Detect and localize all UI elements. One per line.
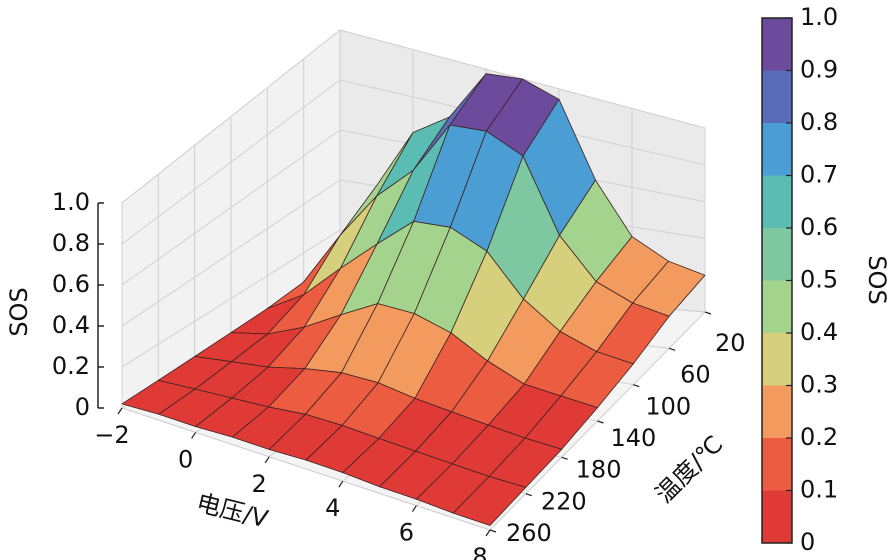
z-tick-label: 0.8 xyxy=(52,229,90,257)
y-tick-label: 140 xyxy=(611,424,657,452)
x-tick xyxy=(411,505,417,512)
x-tick-label: 6 xyxy=(399,519,414,547)
colorbar-tick-label: 0.1 xyxy=(800,476,838,504)
colorbar-band xyxy=(762,333,792,386)
x-tick xyxy=(485,529,491,537)
x-tick-label: 4 xyxy=(325,494,340,522)
y-tick-label: 180 xyxy=(576,456,622,484)
colorbar-tick-label: 0.8 xyxy=(800,108,838,136)
colorbar-band xyxy=(762,175,792,228)
x-tick xyxy=(117,407,123,415)
y-tick xyxy=(525,493,533,497)
y-tick-label: 260 xyxy=(506,519,552,547)
y-tick xyxy=(633,384,640,388)
colorbar-band xyxy=(762,70,792,123)
colorbar-band xyxy=(762,438,792,491)
colorbar-band xyxy=(762,385,792,438)
colorbar-tick-label: 0.5 xyxy=(800,266,838,294)
colorbar-tick-label: 1.0 xyxy=(800,3,838,31)
colorbar-tick-label: 0.7 xyxy=(800,161,838,189)
x-tick-label: 0 xyxy=(178,445,193,473)
axes: 00.20.40.60.81.0−20246820601001401802202… xyxy=(52,3,838,560)
z-tick-label: 1.0 xyxy=(52,188,90,216)
colorbar-band xyxy=(762,228,792,281)
surface xyxy=(121,73,706,526)
y-tick xyxy=(561,456,568,460)
surface-cell xyxy=(452,476,527,526)
colorbar-tick-label: 0.6 xyxy=(800,213,838,241)
y-tick-label: 60 xyxy=(680,361,711,389)
colorbar-tick-label: 0.3 xyxy=(800,371,838,399)
colorbar-band xyxy=(762,490,792,543)
z-tick-label: 0 xyxy=(75,393,90,421)
colorbar-tick-label: 0.4 xyxy=(800,318,838,346)
z-axis-label: SOS xyxy=(5,287,33,336)
y-tick xyxy=(489,529,497,533)
z-tick-label: 0.2 xyxy=(52,352,90,380)
y-axis-label: 温度/℃ xyxy=(650,430,729,509)
colorbar-band xyxy=(762,18,792,71)
colorbar-tick-label: 0 xyxy=(800,528,815,556)
y-tick-label: 20 xyxy=(715,329,746,357)
y-tick-label: 220 xyxy=(541,487,587,515)
z-tick-label: 0.4 xyxy=(52,311,90,339)
colorbar-band xyxy=(762,280,792,333)
grid-line xyxy=(121,407,491,531)
z-tick-label: 0.6 xyxy=(52,270,90,298)
colorbar-tick-label: 0.9 xyxy=(800,56,838,84)
y-tick xyxy=(668,347,676,351)
colorbar-tick-label: 0.2 xyxy=(800,423,838,451)
x-tick-label: 8 xyxy=(472,543,487,560)
x-tick xyxy=(338,480,344,488)
colorbar-band xyxy=(762,123,792,176)
y-tick-label: 100 xyxy=(645,392,691,420)
x-tick xyxy=(264,456,270,464)
x-tick-label: 2 xyxy=(252,470,267,498)
colorbar-label: SOS xyxy=(863,255,891,304)
x-tick-label: −2 xyxy=(94,421,129,449)
x-tick xyxy=(191,432,197,439)
y-tick xyxy=(597,420,604,424)
y-tick xyxy=(704,311,712,315)
